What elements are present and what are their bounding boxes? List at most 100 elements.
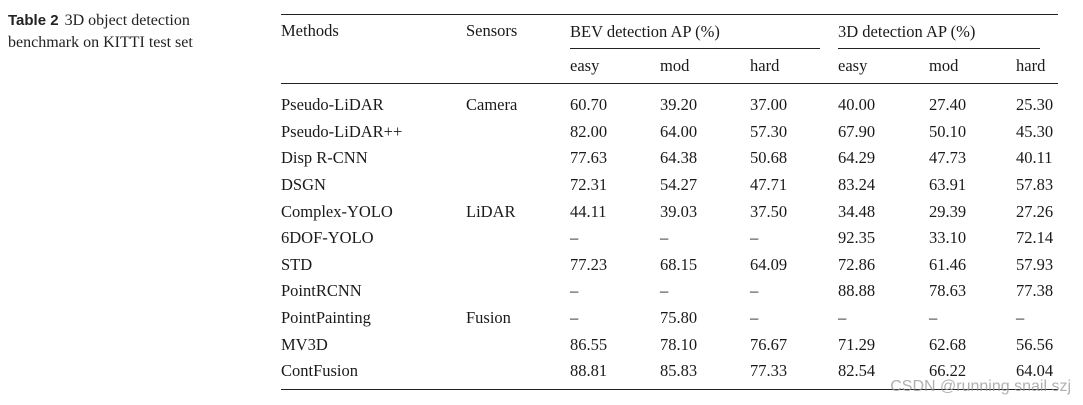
cell-sensor: [466, 119, 570, 146]
cell-sensor: Camera: [466, 95, 518, 115]
subheader-bev-easy: easy: [570, 49, 660, 84]
header-sensors: Sensors: [466, 14, 570, 84]
cell-value: 33.10: [929, 228, 967, 248]
cell-value: 56.56: [1016, 334, 1054, 354]
table-row: Pseudo-LiDAR++ 82.00 64.00 57.30 67.90 50.10 4…: [281, 119, 1058, 146]
cell-sensor: [466, 225, 570, 252]
cell-method: Complex-YOLO: [281, 201, 393, 221]
cell-sensor: [466, 331, 570, 358]
cell-value: 40.00: [838, 95, 876, 115]
table-row: Complex-YOLO LiDAR 44.11 39.03 37.50 34.48 29.…: [281, 198, 1058, 225]
table-body: Pseudo-LiDAR Camera 60.70 39.20 37.00 40.00 27…: [281, 84, 1058, 390]
cell-value: –: [570, 228, 579, 248]
cell-value: 37.00: [750, 95, 788, 115]
cell-method: STD: [281, 254, 313, 274]
caption-label: Table 2: [8, 12, 59, 29]
cell-method: Pseudo-LiDAR: [281, 95, 384, 115]
subheader-bev-hard: hard: [750, 49, 838, 84]
cell-value: 83.24: [838, 175, 876, 195]
cell-value: 61.46: [929, 254, 967, 274]
cell-sensor: Fusion: [466, 308, 511, 328]
cell-value: 72.31: [570, 175, 608, 195]
cell-value: 67.90: [838, 121, 876, 141]
cell-sensor: [466, 252, 570, 279]
cell-value: 85.83: [660, 357, 750, 390]
header-bev-group: BEV detection AP (%): [570, 15, 838, 50]
cell-value: 39.20: [660, 95, 698, 115]
cell-value: 82.54: [838, 357, 929, 390]
subheader-3d-hard: hard: [1016, 49, 1058, 84]
cell-value: –: [750, 281, 759, 301]
cell-value: 25.30: [1016, 95, 1054, 115]
table-row: 6DOF-YOLO – – – 92.35 33.10 72.14: [281, 225, 1058, 252]
subheader-3d-mod: mod: [929, 49, 1016, 84]
table-row: Disp R-CNN 77.63 64.38 50.68 64.29 47.73 40.11: [281, 145, 1058, 172]
cell-value: 92.35: [838, 228, 876, 248]
cell-value: 64.00: [660, 121, 698, 141]
cell-value: 77.23: [570, 254, 608, 274]
cell-value: 66.22: [929, 357, 1016, 390]
cell-value: 72.14: [1016, 228, 1054, 248]
header-methods: Methods: [281, 14, 466, 84]
table-row: PointRCNN – – – 88.88 78.63 77.38: [281, 278, 1058, 305]
cell-value: 47.71: [750, 175, 788, 195]
cell-value: 76.67: [750, 334, 788, 354]
table-caption: Table 2 3D object detection benchmark on …: [8, 10, 258, 54]
cell-value: –: [750, 308, 759, 328]
cell-value: 45.30: [1016, 121, 1054, 141]
cell-value: 29.39: [929, 201, 967, 221]
cell-value: –: [750, 228, 759, 248]
cell-value: –: [929, 308, 938, 328]
cell-value: 50.10: [929, 121, 967, 141]
cell-value: –: [660, 228, 669, 248]
cell-value: –: [838, 308, 847, 328]
cell-value: 77.33: [750, 357, 838, 390]
cell-value: 37.50: [750, 201, 788, 221]
cell-value: 40.11: [1016, 148, 1053, 168]
cell-method: MV3D: [281, 334, 328, 354]
cell-method: PointPainting: [281, 308, 371, 328]
cell-value: 71.29: [838, 334, 876, 354]
cell-value: 44.11: [570, 201, 607, 221]
cell-sensor: [466, 145, 570, 172]
subheader-3d-easy: easy: [838, 49, 929, 84]
cell-value: 64.09: [750, 254, 788, 274]
cell-sensor: [466, 357, 570, 390]
cell-value: 62.68: [929, 334, 967, 354]
table-row: PointPainting Fusion – 75.80 – – – –: [281, 305, 1058, 332]
cell-value: 54.27: [660, 175, 698, 195]
cell-value: 57.83: [1016, 175, 1054, 195]
cell-value: 77.63: [570, 148, 608, 168]
cell-sensor: [466, 278, 570, 305]
cell-value: –: [1016, 308, 1025, 328]
cell-method: 6DOF-YOLO: [281, 228, 374, 248]
cell-sensor: LiDAR: [466, 201, 516, 221]
cell-value: 72.86: [838, 254, 876, 274]
benchmark-table: Methods Sensors BEV detection AP (%) 3D …: [281, 14, 1058, 390]
cell-value: 88.88: [838, 281, 876, 301]
cell-value: 27.40: [929, 95, 967, 115]
cell-value: 50.68: [750, 148, 788, 168]
table-row: MV3D 86.55 78.10 76.67 71.29 62.68 56.56: [281, 331, 1058, 358]
cell-value: 47.73: [929, 148, 967, 168]
cell-value: 64.29: [838, 148, 876, 168]
table-row: DSGN 72.31 54.27 47.71 83.24 63.91 57.83: [281, 172, 1058, 199]
cell-value: 57.93: [1016, 254, 1054, 274]
cell-value: –: [570, 281, 579, 301]
table-row: ContFusion 88.81 85.83 77.33 82.54 66.22 64.04: [281, 357, 1058, 390]
table-row: Pseudo-LiDAR Camera 60.70 39.20 37.00 40.00 27…: [281, 84, 1058, 119]
cell-value: 82.00: [570, 121, 608, 141]
cell-value: 64.38: [660, 148, 698, 168]
cell-value: 86.55: [570, 334, 608, 354]
cell-value: 75.80: [660, 308, 698, 328]
cell-value: –: [570, 308, 579, 328]
cell-method: Disp R-CNN: [281, 148, 368, 168]
subheader-bev-mod: mod: [660, 49, 750, 84]
watermark: CSDN @running snail szj: [890, 378, 1071, 395]
cell-method: PointRCNN: [281, 281, 362, 301]
cell-value: 68.15: [660, 254, 698, 274]
cell-value: 78.10: [660, 334, 698, 354]
cell-value: 27.26: [1016, 201, 1054, 221]
cell-value: 60.70: [570, 95, 608, 115]
cell-method: ContFusion: [281, 357, 466, 390]
